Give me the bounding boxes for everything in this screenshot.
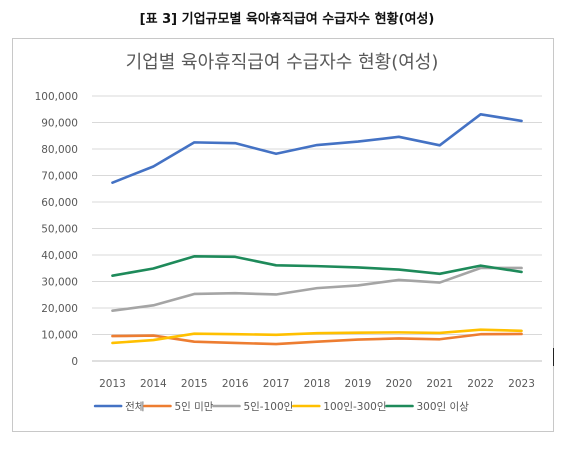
- y-tick-label: 30,000: [41, 277, 78, 289]
- y-tick-label: 0: [71, 356, 78, 368]
- y-tick-label: 90,000: [41, 118, 78, 130]
- y-tick-label: 50,000: [41, 224, 78, 236]
- series-lines: [111, 112, 523, 346]
- x-tick-label: 2014: [140, 378, 167, 390]
- legend: 전체 5인 미만 5인-100인 100인-300인 300인 이상: [93, 401, 470, 413]
- series-line-5: [111, 255, 523, 277]
- y-tick-label: 100,000: [35, 91, 78, 103]
- x-tick-label: 2013: [99, 378, 126, 390]
- x-tick-label: 2016: [222, 378, 249, 390]
- x-tick-label: 2022: [467, 378, 494, 390]
- legend-label: 300인 이상: [417, 401, 470, 413]
- y-tick-label: 20,000: [41, 303, 78, 315]
- legend-label: 5인 미만: [174, 401, 213, 413]
- legend-label: 100인-300인: [323, 401, 386, 413]
- x-tick-label: 2018: [304, 378, 331, 390]
- x-tick-label: 2023: [508, 378, 535, 390]
- edge-mark: [553, 348, 554, 366]
- chart-frame: [12, 38, 554, 432]
- line-chart: 기업별 육아휴직급여 수급자수 현황(여성) 0 10,000 20,000 30,0…: [35, 52, 542, 413]
- x-axis-ticks: 2013 2014 2015 2016 2017 2018 2019 2020 2021 2022…: [99, 378, 535, 390]
- y-tick-label: 60,000: [41, 197, 78, 209]
- y-tick-label: 80,000: [41, 144, 78, 156]
- table-caption: [표 3] 기업규모별 육아휴직급여 수급자수 현황(여성): [139, 12, 435, 27]
- series-line-3: [111, 266, 523, 312]
- x-tick-label: 2015: [181, 378, 208, 390]
- y-tick-label: 40,000: [41, 250, 78, 262]
- series-line-2: [111, 332, 523, 346]
- series-line-4: [111, 328, 523, 345]
- chart-title: 기업별 육아휴직급여 수급자수 현황(여성): [126, 52, 439, 73]
- y-axis-ticks: 0 10,000 20,000 30,000 40,000 50,000 60,000 70,…: [35, 91, 78, 368]
- x-tick-label: 2019: [345, 378, 372, 390]
- legend-label: 전체: [125, 401, 144, 413]
- gridlines: [92, 95, 542, 362]
- legend-label: 5인-100인: [243, 401, 293, 413]
- series-line-1: [111, 112, 523, 184]
- x-tick-label: 2017: [263, 378, 290, 390]
- x-tick-label: 2021: [426, 378, 453, 390]
- y-tick-label: 70,000: [41, 171, 78, 183]
- x-tick-label: 2020: [385, 378, 412, 390]
- y-tick-label: 10,000: [41, 330, 78, 342]
